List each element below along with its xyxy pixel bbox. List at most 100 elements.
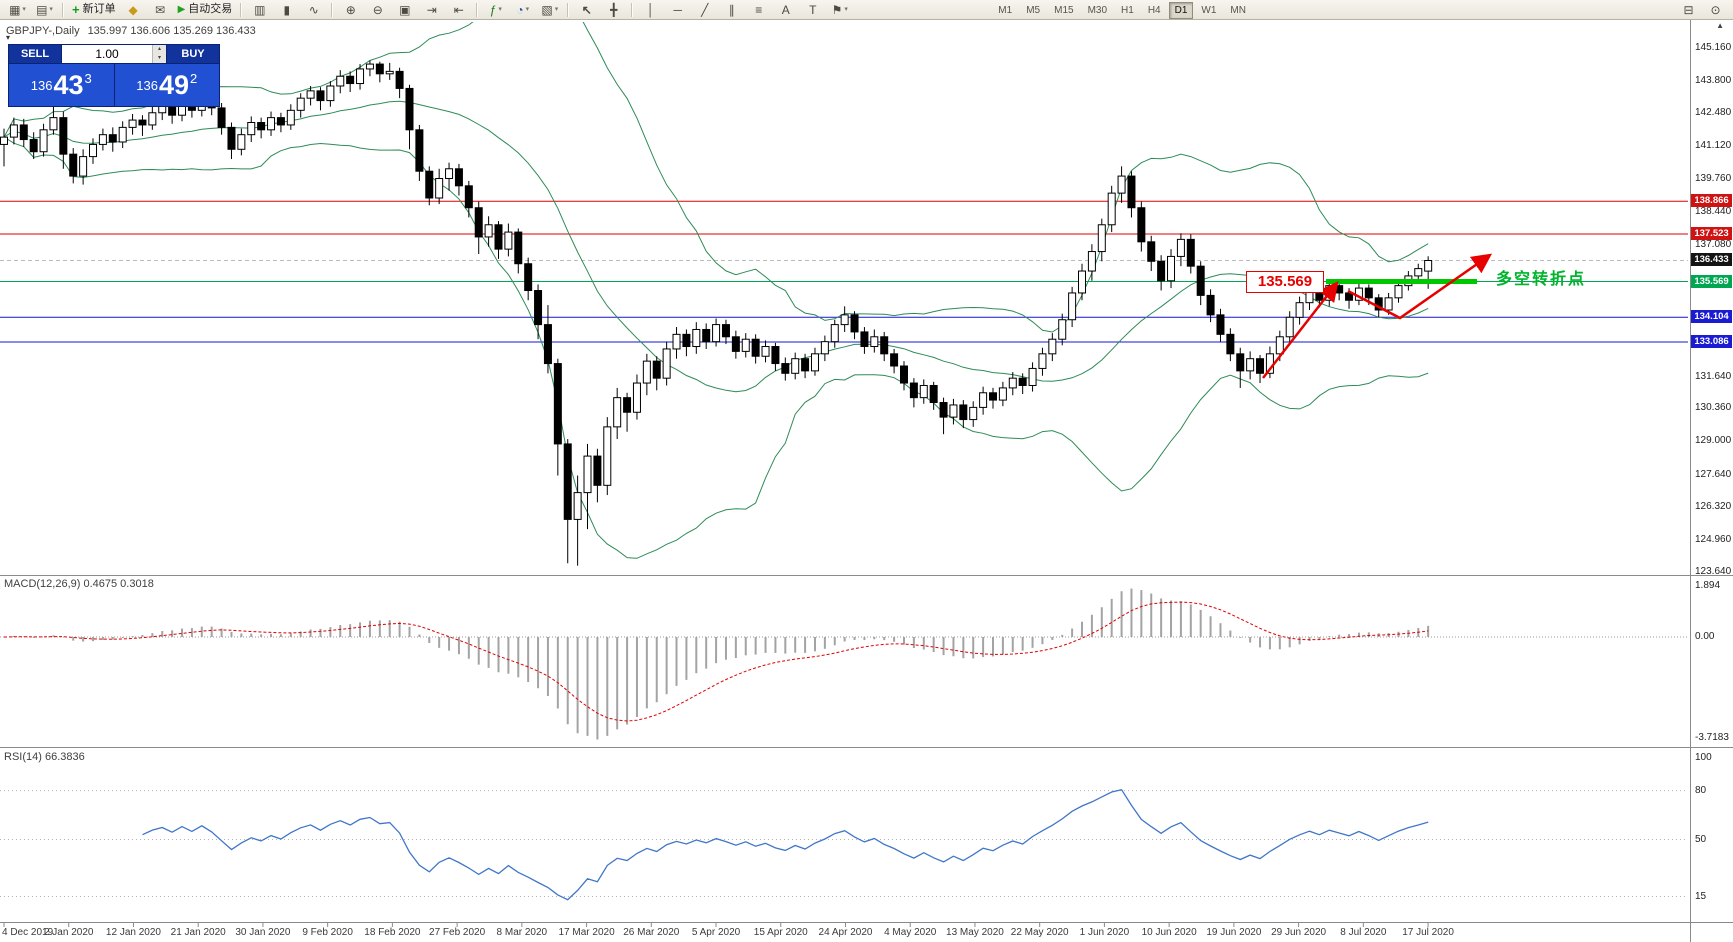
sell-price-main: 136	[30, 77, 53, 93]
fibonacci-button[interactable]: ≡	[746, 1, 771, 19]
horizontal-line-button[interactable]: ─	[665, 1, 690, 19]
templates-icon: ▧	[541, 2, 553, 17]
timeframe-m30-button[interactable]: M30	[1087, 5, 1108, 16]
auto-scroll-icon: ⇥	[426, 2, 437, 17]
alerts-icon: ✉	[155, 2, 166, 17]
zoom-out-button[interactable]: ⊖	[365, 1, 390, 19]
timeframe-m15-button[interactable]: M15	[1054, 5, 1074, 16]
symbol-period-label: GBPJPY-,Daily	[6, 25, 80, 37]
volume-value[interactable]: 1.00	[95, 47, 119, 61]
buy-price[interactable]: 136 49 2	[113, 64, 220, 106]
chart-ohlc-header: GBPJPY-,Daily 135.997 136.606 135.269 136…	[6, 25, 256, 37]
cursor-button[interactable]: ↖	[574, 1, 599, 19]
toolbar-separator	[476, 2, 479, 17]
search-icon: ⊙	[1710, 2, 1721, 17]
fibonacci-icon: ≡	[755, 2, 763, 17]
indicators-icon: ƒ	[489, 2, 497, 17]
timeframe-h4-button[interactable]: H4	[1147, 5, 1161, 16]
channel-button[interactable]: ∥	[719, 1, 744, 19]
horizontal-line-icon: ─	[673, 2, 683, 17]
price-axis[interactable]	[1690, 20, 1733, 922]
chevron-down-icon: ▾	[554, 6, 559, 13]
text-button[interactable]: A	[773, 1, 798, 19]
toolbar-separator	[567, 2, 570, 17]
autotrade-play-icon: ▶	[177, 3, 186, 15]
timeframe-m5-button[interactable]: M5	[1026, 5, 1041, 16]
periods-icon: ◔	[516, 2, 524, 17]
candle-chart-icon: ▮	[283, 2, 291, 17]
buy-button[interactable]: BUY	[166, 44, 220, 64]
zoom-in-button[interactable]: ⊕	[338, 1, 363, 19]
tile-windows-button[interactable]: ▣	[392, 1, 417, 19]
tile-windows-icon: ▣	[399, 2, 411, 17]
vertical-line-button[interactable]: │	[638, 1, 663, 19]
market-watch-button[interactable]: ◆	[121, 1, 146, 19]
sell-button[interactable]: SELL	[8, 44, 62, 64]
toolbar-separator	[631, 2, 634, 17]
timeframe-w1-button[interactable]: W1	[1201, 5, 1217, 16]
channel-icon: ∥	[728, 2, 735, 17]
templates-button[interactable]: ▧ ▾	[537, 1, 562, 19]
label-button[interactable]: T	[800, 1, 825, 19]
shapes-icon: ⚑	[831, 2, 843, 17]
timeframe-mn-button[interactable]: MN	[1230, 5, 1246, 16]
market-watch-icon: ◆	[128, 2, 138, 17]
trendline-button[interactable]: ╱	[692, 1, 717, 19]
cursor-icon: ↖	[581, 2, 592, 17]
sell-price[interactable]: 136 43 3	[9, 64, 114, 106]
sell-price-big: 43	[53, 69, 84, 100]
price-flag-135569[interactable]: 135.569	[1246, 271, 1324, 293]
search-button[interactable]: ⊙	[1703, 1, 1728, 19]
print-button[interactable]: ⊟	[1676, 1, 1701, 19]
shapes-button[interactable]: ⚑ ▾	[827, 1, 852, 19]
turning-point-note: 多空转折点	[1496, 271, 1587, 288]
sell-price-sup: 3	[84, 71, 92, 86]
periods-button[interactable]: ◔ ▾	[510, 1, 535, 19]
toolbar-separator	[240, 2, 243, 17]
timeframe-group: M1 M5 M15 M30 H1 H4 D1 W1 MN	[991, 0, 1253, 19]
toolbar-separator	[331, 2, 334, 17]
new-chart-button[interactable]: ▦ ▾	[5, 1, 30, 19]
buy-price-main: 136	[136, 77, 158, 93]
bar-chart-icon: ▥	[254, 2, 266, 17]
chevron-down-icon: ▾	[22, 6, 26, 13]
volume-spinner: ▴ ▾	[152, 45, 166, 63]
autotrade-label: 自动交易	[188, 3, 233, 15]
timeframe-m1-button[interactable]: M1	[998, 5, 1013, 16]
new-order-button[interactable]: + 新订单	[69, 1, 119, 19]
macd-label: MACD(12,26,9) 0.4675 0.3018	[4, 578, 154, 590]
indicators-button[interactable]: ƒ ▾	[483, 1, 508, 19]
print-icon: ⊟	[1683, 2, 1694, 17]
volume-down-icon[interactable]: ▾	[153, 54, 166, 63]
new-chart-icon: ▦	[9, 2, 21, 17]
bar-chart-button[interactable]: ▥	[247, 1, 272, 19]
volume-up-icon[interactable]: ▴	[153, 45, 166, 54]
profiles-icon: ▤	[36, 2, 48, 17]
candle-chart-button[interactable]: ▮	[274, 1, 299, 19]
one-click-collapse-icon[interactable]: ▾	[6, 33, 11, 42]
chart-shift-button[interactable]: ⇤	[446, 1, 471, 19]
chevron-down-icon: ▾	[498, 6, 502, 13]
time-axis[interactable]	[0, 922, 1690, 942]
crosshair-button[interactable]: ╋	[601, 1, 626, 19]
line-chart-icon: ∿	[308, 2, 319, 17]
autotrade-button[interactable]: ▶ 自动交易	[175, 1, 236, 19]
buy-price-big: 49	[158, 69, 189, 100]
scroll-up-icon[interactable]: ▲	[1716, 21, 1724, 30]
rsi-label: RSI(14) 66.3836	[4, 751, 85, 763]
chevron-down-icon: ▾	[525, 6, 530, 13]
buy-price-sup: 2	[190, 71, 198, 86]
line-chart-button[interactable]: ∿	[301, 1, 326, 19]
alerts-button[interactable]: ✉	[148, 1, 173, 19]
volume-field[interactable]: 1.00 ▴ ▾	[62, 44, 166, 64]
main-toolbar: ▦ ▾ ▤ ▾ + 新订单 ◆ ✉ ▶ 自动交易 ▥ ▮ ∿ ⊕ ⊖ ▣ ⇥ ⇤ ƒ ▾ …	[0, 0, 1733, 20]
timeframe-d1-button[interactable]: D1	[1168, 2, 1194, 19]
zoom-in-icon: ⊕	[345, 2, 356, 17]
auto-scroll-button[interactable]: ⇥	[419, 1, 444, 19]
chevron-down-icon: ▾	[844, 6, 848, 13]
timeframe-h1-button[interactable]: H1	[1121, 5, 1134, 16]
new-order-icon: +	[72, 2, 80, 17]
profiles-button[interactable]: ▤ ▾	[32, 1, 57, 19]
